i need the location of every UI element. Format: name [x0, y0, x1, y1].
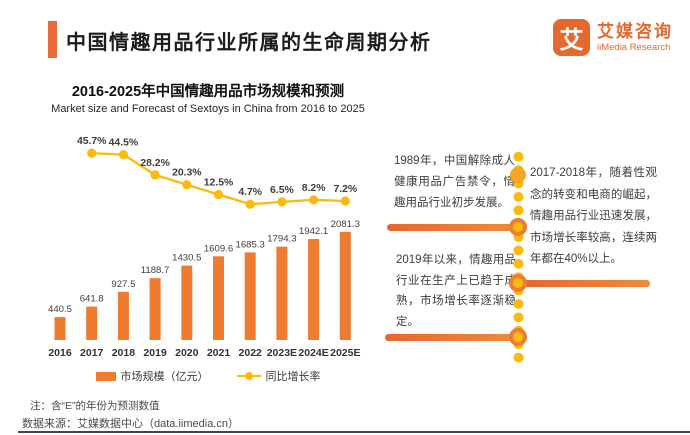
x-axis-label: 2018	[112, 347, 136, 359]
title-accent-bar	[48, 21, 57, 58]
timeline-node-icon	[509, 274, 527, 292]
line-legend-swatch-icon	[236, 371, 261, 382]
timeline-connector-right	[521, 280, 650, 287]
bar-2018	[117, 291, 129, 340]
market-chart: 440.5 2016 641.8 2017 927.5 2018 1188.7 2019 143…	[33, 128, 383, 368]
logo-text: 艾媒咨询 iiMedia Research	[597, 22, 673, 54]
bar-value-label: 641.8	[80, 294, 104, 305]
bar-value-label: 1188.7	[141, 265, 170, 276]
logo-name-en: iiMedia Research	[597, 41, 671, 53]
growth-rate-point	[213, 189, 224, 200]
bar-2019	[149, 278, 161, 340]
bar-value-label: 1430.5	[172, 253, 201, 264]
growth-rate-point	[182, 180, 192, 190]
bar-2016	[54, 317, 66, 340]
bar-value-label: 440.5	[48, 304, 72, 315]
growth-rate-label: 4.7%	[238, 187, 262, 198]
bar-value-label: 1609.6	[204, 243, 233, 254]
x-axis-label: 2022	[239, 347, 263, 359]
page-title: 中国情趣用品行业所属的生命周期分析	[66, 32, 432, 54]
growth-rate-label: 20.3%	[172, 168, 201, 179]
growth-rate-label: 45.7%	[77, 136, 106, 147]
growth-rate-point	[245, 199, 255, 209]
growth-rate-point	[309, 195, 319, 205]
growth-rate-label: 7.2%	[333, 184, 357, 195]
iimedia-logo: 艾 艾媒咨询 iiMedia Research	[553, 19, 673, 56]
bar-value-label: 1685.3	[236, 239, 265, 250]
bar-2020	[181, 265, 193, 340]
x-axis-label: 2017	[80, 347, 104, 359]
timeline-event-2019: 2019年以来，情趣用品行业在生产上已趋于成熟，市场增长率逐渐稳定。	[396, 254, 516, 328]
market-chart-svg: 440.5 2016 641.8 2017 927.5 2018 1188.7 2019 143…	[48, 136, 360, 359]
timeline-connector-left-1	[387, 224, 515, 231]
timeline-event-1989: 1989年，中国解除成人健康用品广告禁令，情趣用品行业初步发展。	[394, 155, 515, 209]
growth-rate-point	[277, 197, 287, 207]
legend-label: 市场规模（亿元）	[120, 371, 209, 383]
iimedia-logo-icon: 艾	[553, 19, 590, 56]
bar-value-label: 927.5	[111, 279, 135, 290]
timeline-node-icon	[509, 328, 527, 346]
growth-rate-point	[150, 170, 160, 180]
timeline-connector-left-2	[385, 334, 515, 341]
growth-rate-label: 28.2%	[140, 158, 169, 169]
growth-rate-point	[340, 196, 350, 206]
bar-value-label: 1794.3	[267, 234, 296, 245]
footnote: 注：含“E”的年份为预测数值	[30, 400, 160, 412]
x-axis-label: 2021	[207, 347, 231, 359]
growth-rate-label: 8.2%	[302, 183, 326, 194]
chart-legend: 市场规模（亿元） 同比增长率	[33, 368, 383, 384]
logo-name-cn: 艾媒咨询	[597, 21, 673, 41]
growth-rate-label: 6.5%	[270, 185, 294, 196]
growth-rate-point	[118, 150, 128, 160]
bar-2023E	[276, 246, 288, 340]
growth-rate-label: 44.5%	[109, 138, 138, 149]
bar-value-label: 1942.1	[299, 226, 328, 237]
bar-value-label: 2081.3	[331, 219, 360, 230]
chart-title: 2016-2025年中国情趣用品市场规模和预测	[71, 84, 345, 100]
footer-divider	[18, 431, 690, 433]
bar-2025E	[339, 231, 351, 340]
x-axis-label: 2025E	[330, 347, 360, 359]
timeline-start-dot-icon	[510, 167, 526, 183]
legend-label: 同比增长率	[265, 371, 321, 383]
legend-item-growth-rate: 同比增长率	[236, 368, 321, 384]
bar-legend-swatch-icon	[95, 371, 116, 381]
bar-2017	[86, 306, 98, 340]
chart-subtitle: Market size and Forecast of Sextoys in C…	[51, 103, 365, 115]
timeline-dotted-axis	[512, 150, 525, 363]
data-source: 数据来源：艾媒数据中心（data.iimedia.cn）	[22, 418, 239, 430]
x-axis-label: 2020	[175, 347, 199, 359]
bar-2024E	[308, 239, 320, 340]
timeline-event-2017-2018: 2017-2018年，随着性观念的转变和电商的崛起，情趣用品行业迅速发展，市场增…	[530, 167, 657, 265]
x-axis-label: 2016	[48, 347, 72, 359]
x-axis-label: 2023E	[267, 347, 297, 359]
x-axis-label: 2019	[143, 347, 167, 359]
x-axis-label: 2024E	[298, 347, 328, 359]
growth-rate-point	[87, 148, 97, 158]
bar-2021	[213, 256, 224, 340]
bar-2022	[244, 252, 256, 340]
legend-item-market-size: 市场规模（亿元）	[95, 368, 209, 384]
growth-rate-label: 12.5%	[204, 178, 233, 189]
timeline-node-icon	[509, 218, 527, 236]
